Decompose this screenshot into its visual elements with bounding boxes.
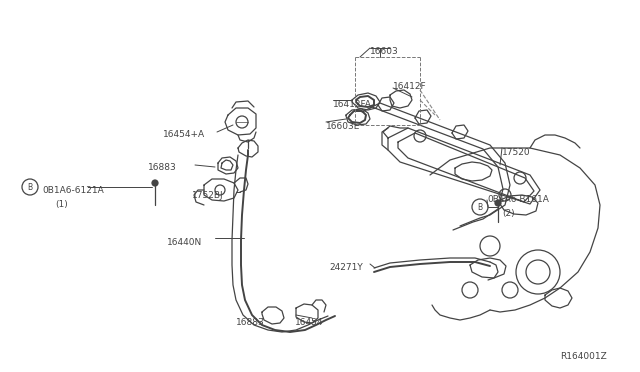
Text: 16883: 16883 [148,163,177,172]
Text: 16883: 16883 [236,318,265,327]
Circle shape [495,200,501,206]
Text: (2): (2) [502,209,515,218]
Text: 16412FA: 16412FA [333,100,372,109]
Text: R164001Z: R164001Z [560,352,607,361]
Text: 16603: 16603 [370,47,399,56]
Text: B: B [28,183,33,192]
Text: 0B1A6-6121A: 0B1A6-6121A [42,186,104,195]
Text: 16412F: 16412F [393,82,427,91]
Circle shape [152,180,158,186]
Text: 16603E: 16603E [326,122,360,131]
Text: 0B1A6-B161A: 0B1A6-B161A [487,195,549,204]
Text: 24271Y: 24271Y [329,263,363,272]
Text: 1752BJ: 1752BJ [192,191,223,200]
Text: 16440N: 16440N [167,238,202,247]
Text: (1): (1) [55,200,68,209]
Text: B: B [477,202,483,212]
Text: 16454: 16454 [295,318,323,327]
Text: 16454+A: 16454+A [163,130,205,139]
Text: 17520: 17520 [502,148,531,157]
